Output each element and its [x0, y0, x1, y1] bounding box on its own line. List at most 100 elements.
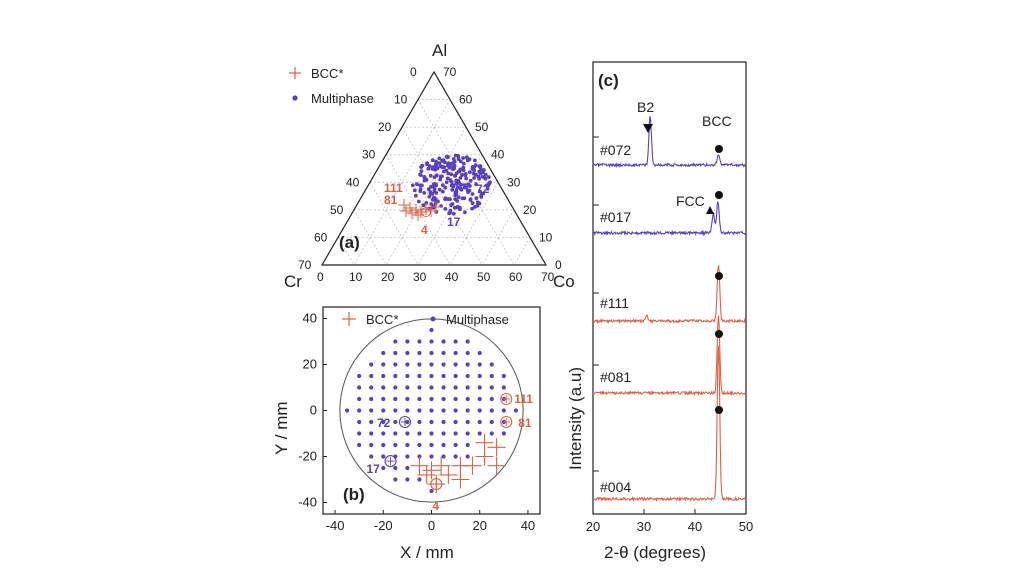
multiphase-point: [426, 166, 431, 171]
multiphase-point: [405, 385, 410, 390]
multiphase-point: [472, 176, 476, 180]
multiphase-point: [453, 431, 458, 436]
multiphase-point: [460, 172, 464, 177]
multiphase-point: [417, 350, 422, 356]
x-tick-label: 20: [586, 519, 600, 534]
multiphase-point: [477, 373, 482, 379]
multiphase-point: [461, 156, 465, 160]
ternary-gridline: [337, 237, 355, 266]
multiphase-point: [357, 408, 362, 413]
multiphase-point: [461, 161, 466, 166]
multiphase-point: [405, 350, 410, 356]
multiphase-point: [465, 350, 470, 356]
multiphase-point: [424, 201, 429, 205]
multiphase-point: [429, 431, 434, 436]
multiphase-point: [470, 201, 475, 206]
multiphase-point: [483, 172, 488, 177]
multiphase-point: [429, 408, 434, 413]
multiphase-point: [420, 183, 424, 188]
xrd-series: #072 #017 #111 #081 #004: [592, 116, 747, 503]
multiphase-point: [417, 442, 422, 448]
multiphase-point: [381, 385, 386, 390]
multiphase-point: [440, 183, 445, 188]
sample-label: #072: [600, 142, 631, 158]
multiphase-point: [405, 442, 410, 448]
y-tick-label: -20: [298, 449, 317, 464]
multiphase-point: [453, 362, 458, 367]
multiphase-point: [429, 327, 434, 333]
multiphase-point: [434, 159, 438, 164]
multiphase-point: [466, 190, 470, 195]
multiphase-point: [468, 178, 473, 183]
multiphase-point: [417, 396, 422, 402]
bcc-peak-marker: [714, 272, 723, 280]
multiphase-point: [381, 362, 386, 367]
wafer-x-axis-label: X / mm: [400, 543, 454, 562]
multiphase-point: [447, 211, 452, 216]
multiphase-point: [414, 193, 418, 198]
multiphase-point: [451, 183, 455, 188]
multiphase-point: [345, 408, 350, 413]
multiphase-point: [465, 408, 470, 413]
multiphase-point: [393, 350, 398, 356]
multiphase-point: [465, 373, 470, 379]
multiphase-point: [461, 168, 466, 173]
multiphase-point: [429, 362, 434, 367]
multiphase-point: [430, 158, 435, 163]
multiphase-point: [427, 194, 432, 199]
multiphase-point: [465, 419, 470, 425]
legend-multiphase-marker: [292, 95, 298, 101]
tick-label-cr: 30: [362, 148, 376, 162]
multiphase-point: [454, 192, 459, 197]
multiphase-point: [446, 161, 451, 166]
multiphase-point: [441, 431, 446, 436]
multiphase-point: [405, 465, 410, 471]
multiphase-point: [381, 465, 386, 471]
multiphase-point: [437, 187, 442, 192]
multiphase-point: [416, 199, 421, 204]
circled-sample: [500, 392, 513, 406]
multiphase-point: [443, 197, 447, 202]
multiphase-point: [426, 187, 431, 192]
multiphase-point: [357, 385, 362, 390]
multiphase-point: [393, 362, 398, 367]
ternary-gridline: [385, 154, 451, 266]
multiphase-point: [381, 396, 386, 402]
multiphase-point: [475, 203, 480, 208]
multiphase-point: [501, 408, 506, 413]
multiphase-point: [357, 373, 362, 379]
sample-label: 4: [432, 499, 439, 513]
peak-label-fcc: FCC: [676, 193, 705, 209]
multiphase-point: [454, 178, 459, 183]
tick-label-cr: 20: [378, 120, 392, 134]
tick-label-al: 70: [443, 65, 457, 79]
multiphase-point: [457, 181, 462, 185]
multiphase-point: [453, 350, 458, 356]
circled-sample: [384, 455, 397, 468]
multiphase-point: [429, 339, 434, 344]
multiphase-point: [381, 454, 386, 459]
multiphase-point: [443, 207, 448, 211]
multiphase-point: [451, 211, 456, 216]
vertex-label-co: Co: [553, 272, 575, 291]
multiphase-point: [477, 362, 482, 367]
legend-bcc-label: BCC*: [311, 66, 344, 81]
multiphase-point: [440, 174, 444, 179]
multiphase-point: [477, 419, 482, 425]
bcc-peak-marker: [714, 145, 723, 153]
wafer-legend: BCC* Multiphase: [342, 312, 509, 327]
multiphase-point: [485, 186, 490, 191]
sample-label: #004: [600, 479, 631, 495]
multiphase-point: [454, 188, 459, 192]
multiphase-point: [477, 350, 482, 356]
multiphase-point: [458, 186, 463, 191]
panel-label-b: (b): [343, 485, 365, 504]
multiphase-point: [429, 454, 434, 459]
multiphase-point: [441, 350, 446, 356]
b2-marker-triangle: [643, 124, 653, 133]
legend-bcc-marker: [342, 312, 356, 326]
multiphase-point: [405, 454, 410, 459]
multiphase-point: [369, 385, 374, 390]
multiphase-point: [477, 431, 482, 436]
